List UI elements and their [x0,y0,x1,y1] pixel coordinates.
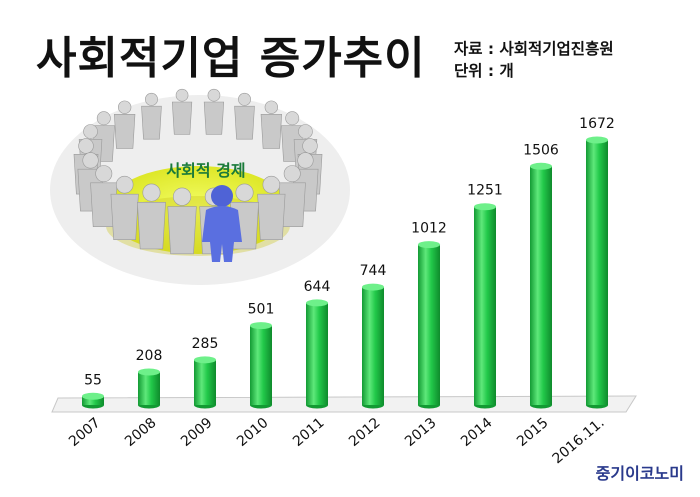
crowd-person-icon [260,100,282,149]
x-tick-label: 2007 [66,415,104,450]
x-tick-label: 2012 [346,415,384,450]
source-note: 자료 : 사회적기업진흥원 [454,40,614,58]
data-label: 1012 [411,221,447,237]
data-label: 55 [84,372,102,388]
bar [362,283,384,409]
bar-body [530,166,552,405]
bar [530,162,552,409]
bar-body [586,140,608,405]
crowd-person-icon [114,100,136,149]
bar-body [306,302,328,405]
x-tick-label: 2014 [458,415,496,450]
x-tick-label: 2008 [122,415,160,450]
crowd-person-icon [137,183,166,250]
unit-note: 단위 : 개 [454,62,514,80]
bar [138,368,160,409]
x-tick-label: 2010 [234,415,272,450]
bar [250,322,272,409]
crowd-person-icon [234,92,255,140]
data-label: 1251 [467,183,503,199]
bar-body [362,287,384,405]
bar [194,356,216,409]
crowd-person-icon [171,88,193,135]
crowd-person-icon [90,165,118,227]
x-tick-label: 2015 [514,415,552,450]
data-label: 501 [248,302,275,318]
crowd-person-icon [110,175,139,240]
x-tick-label: 2011 [290,415,328,450]
bar [418,241,440,409]
bar-cap [586,136,608,144]
bar-body [474,206,496,405]
illustration-label: 사회적 경제 [166,161,245,180]
bar [82,392,104,409]
data-label: 644 [304,279,331,295]
page-title: 사회적기업 증가추이 [36,33,426,84]
bar-cap [194,356,216,364]
data-label: 285 [192,336,219,352]
data-label: 1672 [579,116,615,132]
crowd-person-icon [203,88,225,135]
brand-logo: 중기이코노미 [595,464,684,483]
x-tick-label: 2009 [178,415,216,450]
bar-cap [530,162,552,170]
bar-cap [306,299,328,307]
crowd-person-icon [167,187,197,255]
center-person-icon [202,185,242,262]
bar [474,203,496,409]
crowd-person-icon [257,175,286,240]
bar-body [194,359,216,405]
data-label: 208 [136,348,163,364]
crowd-person-icon [141,92,162,140]
bar-cap [138,368,160,376]
data-label: 744 [360,263,387,279]
bar-cap [474,203,496,211]
x-tick-label: 2013 [402,415,440,450]
bar-body [250,325,272,405]
data-label: 1506 [523,142,559,158]
bar-cap [362,283,384,291]
bar-body [82,396,104,405]
people-circle-icon: 사회적 경제 [50,88,350,285]
bar-cap [82,392,104,400]
bar [306,299,328,409]
bar-cap [250,322,272,330]
bar [586,136,608,409]
crowd-person-icon [278,165,306,227]
bar-body [138,372,160,405]
bar-cap [418,241,440,249]
bar-body [418,244,440,405]
